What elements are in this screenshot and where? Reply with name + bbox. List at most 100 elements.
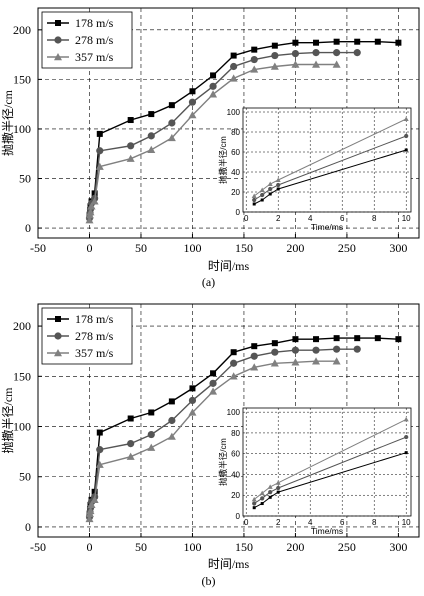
- y-tick-label: 200: [13, 319, 31, 333]
- x-tick-label: 200: [286, 540, 304, 554]
- x-tick-label: 50: [135, 241, 147, 255]
- data-point: [87, 202, 96, 210]
- inset-data-point: [252, 501, 257, 506]
- inset-data-point: [252, 202, 256, 206]
- inset-data-point: [260, 192, 265, 198]
- inset-x-tick-label: 10: [402, 214, 411, 223]
- legend: 178 m/s 278 m/s 357 m/s: [41, 11, 133, 69]
- x-tick-label: 300: [389, 540, 407, 554]
- inset-y-tick-label: 40: [231, 168, 240, 177]
- data-point: [312, 60, 321, 68]
- data-point: [96, 429, 103, 436]
- data-point: [210, 72, 217, 79]
- data-point: [188, 408, 197, 416]
- data-point: [374, 38, 381, 45]
- data-point: [333, 335, 340, 342]
- inset-x-tick-label: 2: [276, 518, 281, 527]
- inset-y-tick-label: 60: [231, 148, 240, 157]
- inset-x-tick-label: 2: [276, 214, 281, 223]
- inset-y-tick-label: 20: [231, 491, 240, 500]
- data-point: [292, 39, 299, 46]
- inset-x-tick-label: 10: [402, 518, 411, 527]
- legend-marker: [55, 316, 61, 322]
- inset-y-axis-label: 抛撒半径/cm: [218, 136, 228, 184]
- data-point: [250, 352, 258, 360]
- inset-data-point: [404, 434, 409, 440]
- data-point: [127, 439, 135, 448]
- inset-frame: [242, 107, 412, 213]
- inset-data-point: [268, 192, 272, 196]
- data-point: [90, 197, 99, 205]
- data-point: [188, 396, 197, 405]
- data-point: [251, 46, 258, 53]
- data-point: [313, 336, 320, 343]
- data-point: [353, 49, 361, 57]
- data-point: [270, 359, 279, 367]
- inset-series-2: [252, 133, 409, 203]
- inset-x-tick-label: 6: [340, 518, 345, 527]
- inset-y-tick-label: 0: [236, 512, 241, 521]
- inset-y-tick-label: 40: [231, 470, 240, 479]
- inset-data-point: [268, 495, 272, 499]
- x-tick-label: -50: [30, 241, 46, 255]
- inset-data-point: [275, 177, 281, 182]
- x-axis-label: 时间/ms: [208, 259, 250, 273]
- data-point: [148, 409, 155, 416]
- data-point: [147, 443, 156, 451]
- figure-caption: (b): [202, 574, 216, 588]
- data-point: [95, 460, 104, 468]
- inset-data-point: [259, 187, 265, 192]
- inset-y-tick-label: 100: [227, 408, 241, 417]
- legend-marker: [54, 36, 62, 44]
- inset-y-tick-label: 20: [231, 188, 240, 197]
- data-point: [230, 349, 237, 356]
- data-point: [395, 39, 402, 46]
- inset-x-tick-label: 4: [308, 214, 313, 223]
- data-point: [292, 336, 299, 343]
- data-point: [271, 42, 278, 49]
- chart-panel-2: -50 0 50 100 150 200 250 300050100150200时间/ms抛撒…: [0, 303, 420, 588]
- data-point: [126, 154, 135, 162]
- data-point: [251, 343, 258, 350]
- inset-series-3: [251, 416, 409, 502]
- data-point: [250, 65, 259, 73]
- inset-series-1: [252, 148, 408, 206]
- figure-caption: (a): [202, 275, 215, 289]
- x-tick-label: 0: [86, 540, 92, 554]
- legend-label: 278 m/s: [75, 329, 114, 343]
- x-tick-label: 100: [183, 540, 201, 554]
- data-point: [291, 50, 300, 58]
- data-point: [127, 117, 134, 124]
- inset-data-point: [268, 186, 273, 192]
- data-point: [332, 60, 341, 68]
- data-point: [230, 62, 238, 71]
- data-point: [188, 98, 197, 106]
- inset-frame: [242, 407, 412, 517]
- data-point: [333, 49, 341, 57]
- legend-label: 357 m/s: [75, 346, 114, 360]
- inset-data-point: [404, 148, 408, 152]
- data-point: [147, 132, 155, 140]
- inset-data-point: [276, 182, 281, 188]
- inset-data-point: [275, 480, 281, 485]
- data-point: [312, 346, 320, 354]
- data-point: [209, 379, 217, 387]
- data-point: [354, 38, 361, 45]
- legend-label: 357 m/s: [75, 50, 114, 64]
- data-point: [86, 208, 95, 216]
- legend-label: 178 m/s: [75, 16, 114, 30]
- y-tick-label: 200: [13, 23, 31, 37]
- x-tick-label: 150: [235, 241, 253, 255]
- data-point: [147, 145, 156, 153]
- data-point: [313, 39, 320, 46]
- inset-x-tick-label: 0: [244, 518, 249, 527]
- inset-data-point: [251, 193, 257, 198]
- data-point: [189, 385, 196, 392]
- data-point: [229, 372, 238, 380]
- inset-data-point: [403, 416, 409, 422]
- data-point: [168, 398, 175, 405]
- inset-data-point: [268, 490, 273, 495]
- x-axis-label: 时间/ms: [208, 557, 250, 571]
- data-point: [210, 370, 217, 377]
